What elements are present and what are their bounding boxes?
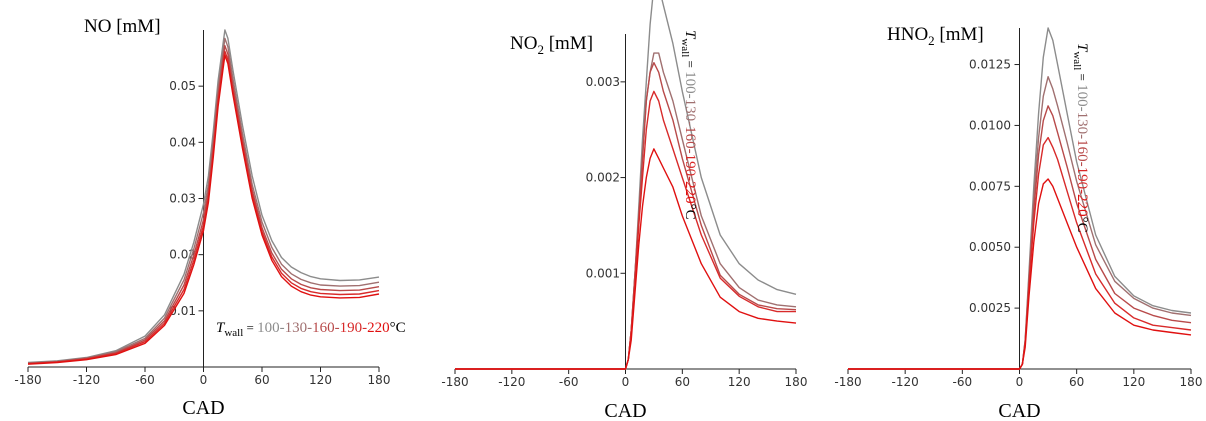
legend-annotation: Twall = 100-130-160-190-220°C: [1071, 43, 1090, 233]
series-line-220: [27, 54, 380, 365]
y-tick-label: 0.0100: [969, 118, 1011, 132]
y-tick-label: 0.0025: [969, 301, 1011, 315]
x-tick-label: -120: [73, 373, 100, 387]
x-tick-label: -180: [14, 373, 41, 387]
legend-annotation: Twall = 100-130-160-190-220°C: [679, 30, 698, 220]
series-line-220: [848, 178, 1192, 370]
x-tick-label: 180: [785, 375, 808, 389]
x-tick-label: 180: [368, 373, 391, 387]
series-line-220: [455, 148, 797, 370]
y-tick-label: 0.0050: [969, 240, 1011, 254]
x-axis-label: CAD: [998, 400, 1040, 421]
y-tick-label: 0.04: [169, 135, 196, 149]
y-tick-label: 0.0075: [969, 179, 1011, 193]
x-tick-label: -180: [834, 375, 861, 389]
y-axis-label: NO [mM]: [84, 16, 161, 37]
x-tick-label: 0: [622, 375, 630, 389]
series-line-130: [27, 37, 380, 364]
x-tick-label: -60: [953, 375, 973, 389]
x-tick-label: 60: [254, 373, 269, 387]
y-tick-label: 0.05: [169, 79, 196, 93]
y-tick-label: 0.001: [586, 266, 620, 280]
x-tick-label: -180: [441, 375, 468, 389]
x-tick-label: -120: [498, 375, 525, 389]
x-axis-label: CAD: [182, 397, 224, 419]
x-tick-label: 180: [1180, 375, 1203, 389]
chart-panel-2: -180 -120 -60 0 60 120 180 0.001 0.002 0.003 NO2 […: [441, 0, 807, 421]
x-axis-label: CAD: [604, 400, 646, 421]
x-tick-label: 0: [1016, 375, 1024, 389]
x-tick-label: 120: [728, 375, 751, 389]
x-tick-label: 60: [1069, 375, 1084, 389]
x-tick-label: 120: [1122, 375, 1145, 389]
legend-annotation: Twall = 100-130-160-190-220°C: [216, 320, 406, 339]
y-tick-label: 0.03: [169, 192, 196, 206]
series-line-100: [27, 29, 380, 364]
chart-panel-3: -180 -120 -60 0 60 120 180 0.0025 0.0050 0.0075 0.…: [834, 24, 1202, 421]
y-axis-label: HNO2 [mM]: [887, 24, 984, 48]
x-tick-label: -120: [892, 375, 919, 389]
x-tick-label: 60: [675, 375, 690, 389]
series-line-190: [27, 50, 380, 365]
y-tick-label: 0.003: [586, 75, 620, 89]
x-tick-label: -60: [135, 373, 155, 387]
chart-panel-1: -180 -120 -60 0 60 120 1800.010.020.030.040.05…: [14, 16, 405, 419]
x-tick-label: 120: [309, 373, 332, 387]
x-tick-label: 0: [200, 373, 208, 387]
y-tick-label: 0.002: [586, 171, 620, 185]
y-tick-label: 0.0125: [969, 58, 1011, 72]
y-axis-label: NO2 [mM]: [510, 33, 593, 57]
x-tick-label: -60: [559, 375, 579, 389]
series-line-160: [27, 45, 380, 365]
